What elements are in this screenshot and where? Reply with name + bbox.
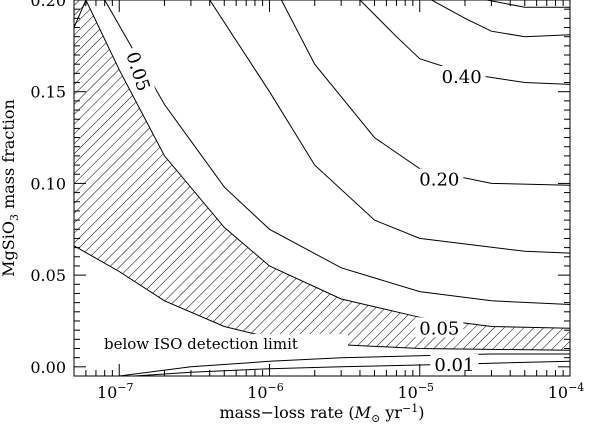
y-tick-label: 0.10 — [30, 174, 66, 193]
annotation-box: below ISO detection limit — [100, 334, 348, 354]
x-axis-title-exponent: −1 — [402, 402, 418, 415]
x-axis-title-close: ) — [418, 403, 424, 422]
contour-label-0-05-lower-text: 0.05 — [419, 318, 459, 339]
y-axis-title-rest: mass fraction — [0, 99, 18, 214]
contour-line-0-1 — [104, 0, 570, 305]
y-axis-title-text: MgSiO — [0, 221, 18, 277]
plot-frame — [73, 0, 571, 377]
contour-line-0-02 — [119, 353, 570, 376]
y-tick-label: 0.20 — [30, 0, 66, 10]
contour-line-0-15 — [209, 0, 570, 254]
x-axis-title-text: mass−loss rate ( — [219, 403, 354, 422]
y-axis-title-subscript: 3 — [8, 214, 21, 221]
contour-label-0-01-background — [430, 354, 479, 374]
y-tick-label: 0.05 — [30, 266, 66, 285]
contour-line-0-2 — [280, 0, 570, 186]
contour-label-0-20: 0.20 — [415, 168, 464, 191]
hatched-region-label: below ISO detection limit — [104, 335, 298, 353]
contour-label-0-01-text: 0.01 — [434, 355, 474, 376]
hatched-region — [74, 0, 570, 351]
contour-line-0-03 — [74, 245, 570, 351]
x-axis-title-symbol: M — [354, 403, 372, 422]
contour-label-0-40: 0.40 — [437, 66, 486, 88]
x-tick-label: 10−7 — [97, 381, 134, 402]
contour-line-0-4 — [431, 0, 570, 38]
x-axis-title-subscript: ⊙ — [371, 412, 380, 425]
contour-label-0-40-text: 0.40 — [442, 67, 482, 88]
plot-area: 0.050.050.010.200.40 below ISO detection… — [74, 0, 570, 376]
x-tick-label: 10−6 — [247, 381, 284, 402]
contour-label-0-01: 0.01 — [430, 354, 479, 376]
contour-label-0-20-text: 0.20 — [419, 170, 459, 191]
x-axis-title-unit: yr — [380, 403, 402, 422]
annotation-background — [100, 334, 348, 354]
x-axis: 10−7 10−6 10−5 10−4 — [73, 0, 585, 402]
contour-label-0-05-lower: 0.05 — [415, 317, 464, 339]
contour-label-0-20-background — [415, 168, 464, 189]
contour-label-0-05-lower-background — [415, 317, 464, 338]
contour-line-0-5 — [486, 0, 570, 8]
contour-lines — [74, 0, 570, 376]
contour-labels: 0.050.050.010.200.40 — [121, 45, 486, 376]
y-axis-title: MgSiO3 mass fraction — [0, 99, 21, 277]
contour-line-0-01 — [134, 360, 570, 376]
y-axis: 0.00 0.05 0.10 0.15 0.20 — [30, 0, 570, 377]
x-tick-label: 10−4 — [548, 381, 585, 402]
x-tick-label: 10−5 — [397, 381, 434, 402]
y-tick-label: 0.15 — [30, 83, 66, 102]
contour-label-0-05-upper-background — [122, 45, 156, 98]
contour-label-0-40-background — [437, 66, 486, 86]
x-axis-title: mass−loss rate (M⊙ yr−1) — [219, 402, 424, 425]
y-tick-label: 0.00 — [30, 358, 66, 377]
